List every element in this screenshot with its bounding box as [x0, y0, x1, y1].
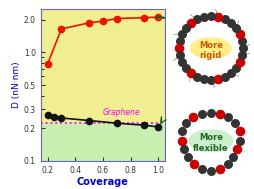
Point: [189, 22, 193, 25]
Point: [223, 18, 227, 21]
Text: More: More: [199, 41, 223, 50]
Point: [223, 75, 227, 78]
Ellipse shape: [189, 130, 233, 152]
Point: [233, 121, 237, 124]
Point: [216, 15, 220, 19]
Y-axis label: D (nN·nm): D (nN·nm): [12, 62, 21, 108]
Text: More: More: [199, 133, 223, 142]
Point: [186, 156, 190, 159]
Point: [218, 168, 222, 171]
Point: [226, 162, 230, 165]
Text: rigid: rigid: [200, 51, 222, 60]
Point: [240, 40, 244, 43]
Point: [237, 130, 242, 133]
Point: [180, 33, 184, 36]
Point: [202, 78, 206, 81]
Point: [235, 148, 239, 151]
Point: [209, 170, 213, 173]
X-axis label: Coverage: Coverage: [77, 177, 129, 187]
Point: [209, 15, 213, 18]
Point: [195, 18, 199, 21]
Ellipse shape: [190, 38, 231, 58]
Point: [178, 40, 182, 43]
Point: [238, 139, 242, 142]
Point: [209, 112, 213, 115]
Point: [216, 78, 220, 81]
Point: [192, 162, 196, 165]
Point: [200, 112, 204, 115]
Point: [200, 168, 204, 171]
Point: [192, 115, 196, 119]
Point: [241, 47, 245, 50]
Point: [229, 22, 233, 25]
Text: Graphene: Graphene: [103, 108, 141, 117]
Point: [226, 115, 230, 119]
Point: [180, 139, 184, 142]
Text: flexible: flexible: [193, 144, 229, 153]
Point: [237, 60, 242, 64]
Point: [229, 72, 233, 75]
Point: [178, 54, 182, 57]
Point: [177, 47, 181, 50]
Point: [237, 33, 242, 36]
Point: [217, 112, 221, 115]
Point: [180, 60, 184, 64]
Point: [209, 79, 213, 82]
Point: [202, 15, 206, 19]
Point: [231, 156, 235, 159]
Point: [184, 67, 188, 70]
Point: [184, 121, 188, 124]
Point: [182, 148, 186, 151]
Point: [184, 27, 188, 30]
Point: [189, 72, 193, 75]
Point: [195, 75, 199, 78]
Point: [234, 27, 238, 30]
Point: [240, 54, 244, 57]
Point: [180, 130, 184, 133]
Point: [234, 67, 238, 70]
